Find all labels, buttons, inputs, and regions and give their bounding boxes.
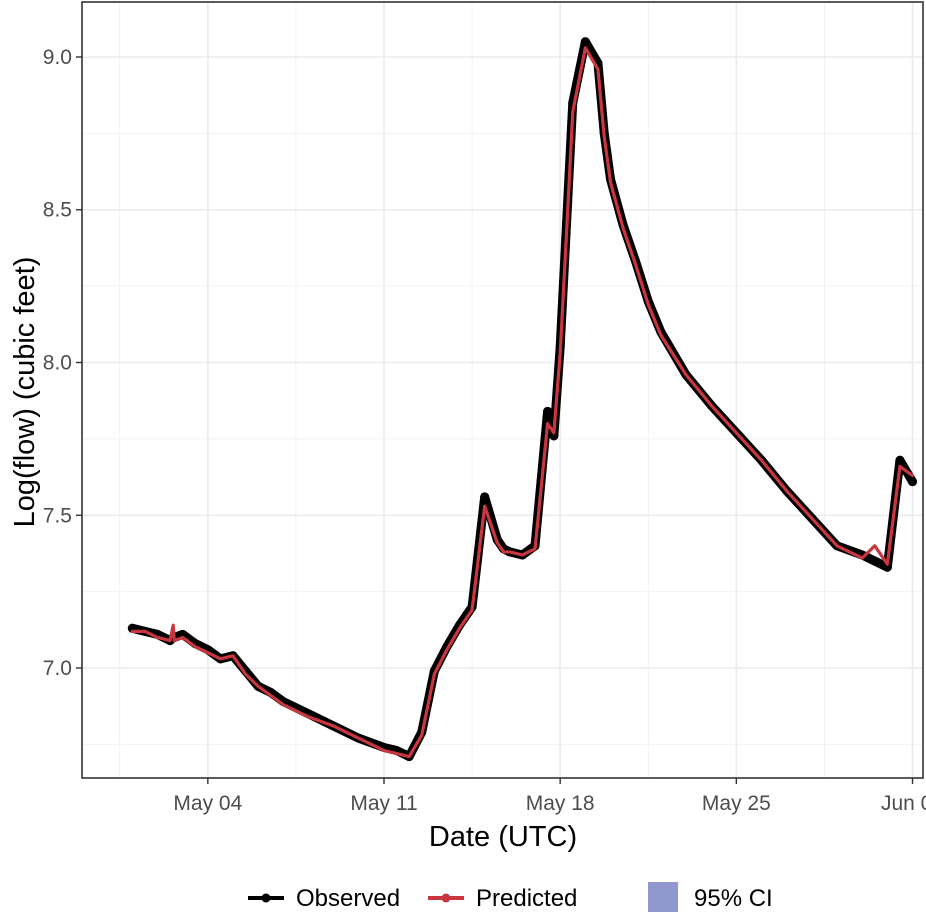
observed-point [895,455,905,465]
legend-item-ci: 95% CI [648,882,773,912]
x-tick-label: May 11 [350,792,417,815]
plot-border [81,1,924,779]
y-tick-label: 8.0 [43,352,72,375]
observed-point [480,492,490,502]
x-tick-label: May 18 [526,792,595,815]
series-layer [127,37,918,762]
y-tick-label: 7.0 [43,657,72,680]
observed-point [870,556,880,566]
legend-key-observed-point [261,893,271,903]
y-axis-title: Log(flow) (cubic feet) [9,257,41,528]
x-tick-label: May 04 [173,792,242,815]
legend-label-ci: 95% CI [694,885,773,912]
series-predicted-line [130,46,915,759]
y-tick-label: 7.5 [43,504,72,527]
observed-point [543,406,553,416]
y-axis: 7.0 7.5 8.0 8.5 9.0 [43,46,82,680]
legend-key-ci [648,882,678,912]
legend-item-predicted: Predicted [428,885,577,912]
legend: Observed Predicted 95% CI [248,882,773,912]
grid-major [82,2,923,778]
y-tick-label: 9.0 [43,46,72,69]
y-tick-label: 8.5 [43,199,72,222]
observed-point [549,431,559,441]
x-tick-label: Jun 01 [881,792,926,815]
plot-panel [82,2,923,778]
x-tick-label: May 25 [702,792,771,815]
legend-label-observed: Observed [296,885,400,912]
legend-item-observed: Observed [248,885,400,912]
x-axis: May 04 May 11 May 18 May 25 Jun 01 [173,778,926,815]
x-axis-title: Date (UTC) [429,821,577,853]
observed-point [580,37,590,47]
observed-point [882,562,892,572]
legend-label-predicted: Predicted [476,885,577,912]
grid-minor [82,2,923,778]
observed-point [908,477,918,487]
legend-key-predicted-point [441,893,451,903]
